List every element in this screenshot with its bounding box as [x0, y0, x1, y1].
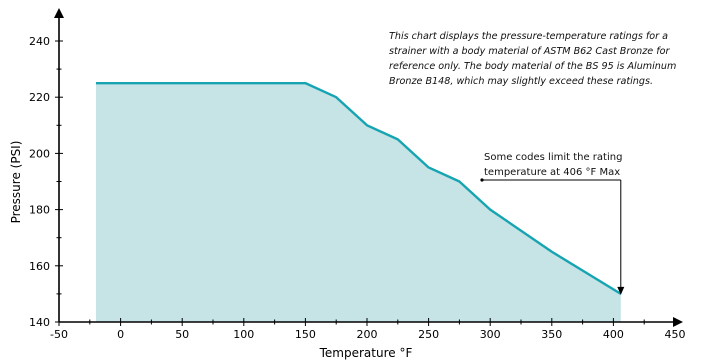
- x-tick-label-3: 100: [233, 328, 254, 341]
- x-tick-label-4: 150: [295, 328, 316, 341]
- description-line-1: strainer with a body material of ASTM B6…: [389, 46, 670, 57]
- x-axis-title: Temperature °F: [319, 346, 413, 360]
- description-note: This chart displays the pressure-tempera…: [389, 31, 676, 87]
- x-tick-label-8: 350: [541, 328, 562, 341]
- y-tick-label-4: 220: [29, 91, 50, 104]
- description-line-2: reference only. The body material of the…: [389, 61, 676, 72]
- description-line-0: This chart displays the pressure-tempera…: [389, 31, 668, 42]
- ticks: -50 0 50 100 150 200 250 300 350 400 450 140 160 180 2…: [29, 35, 686, 341]
- x-tick-label-1: 0: [117, 328, 124, 341]
- callout-line-0: Some codes limit the rating: [484, 152, 622, 163]
- rating-limit-callout: Some codes limit the rating temperature a…: [480, 152, 625, 295]
- area-fill: [95, 83, 621, 323]
- x-tick-label-0: -50: [50, 328, 68, 341]
- y-tick-label-0: 140: [29, 316, 50, 329]
- x-tick-label-9: 400: [603, 328, 624, 341]
- plot-area: [95, 81, 622, 323]
- series-line: [95, 81, 622, 295]
- y-axis-title: Pressure (PSI): [9, 141, 23, 224]
- y-tick-label-2: 180: [29, 204, 50, 217]
- callout-arrowhead: [617, 286, 625, 295]
- y-axis-arrow: [54, 8, 64, 18]
- x-tick-label-7: 300: [480, 328, 501, 341]
- callout-leader-dot: [480, 178, 484, 182]
- x-tick-label-5: 200: [357, 328, 378, 341]
- x-tick-label-10: 450: [665, 328, 686, 341]
- x-tick-label-2: 50: [175, 328, 189, 341]
- description-line-3: Bronze B148, which may slightly exceed t…: [389, 76, 653, 87]
- y-tick-label-3: 200: [29, 147, 50, 160]
- annotations: This chart displays the pressure-tempera…: [389, 31, 676, 295]
- callout-line-1: temperature at 406 °F Max: [484, 167, 620, 178]
- x-tick-label-6: 250: [418, 328, 439, 341]
- y-tick-label-5: 240: [29, 35, 50, 48]
- y-tick-label-1: 160: [29, 260, 50, 273]
